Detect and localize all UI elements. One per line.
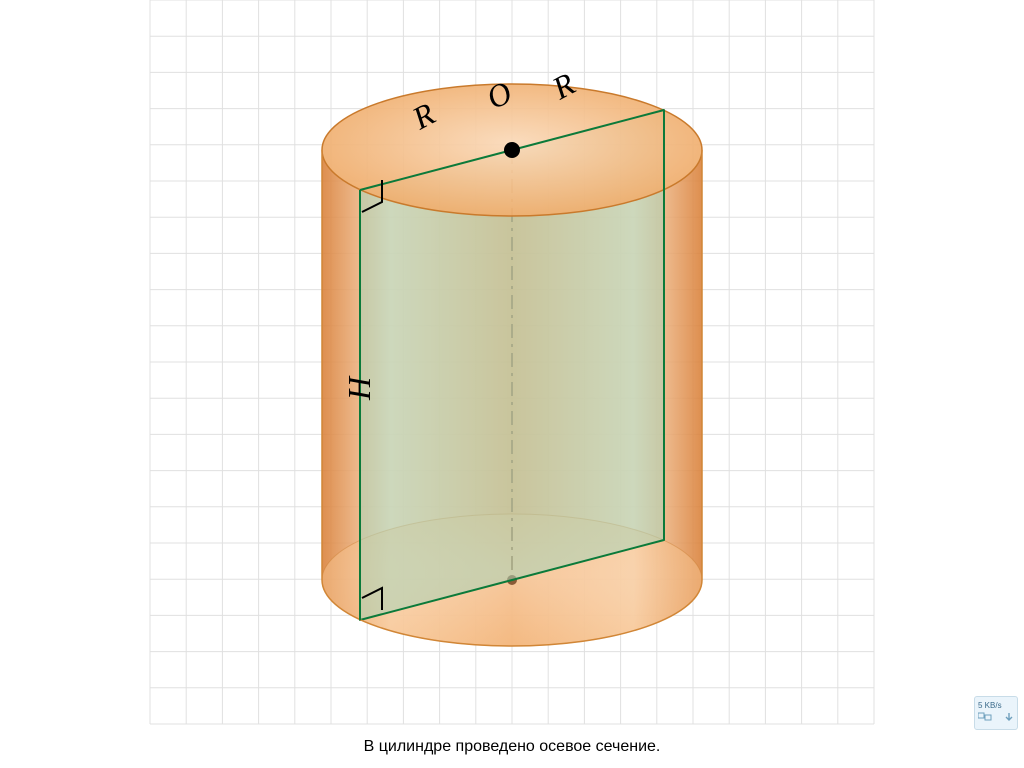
diagram-svg: R R O H [0,0,1024,768]
widget-screens-icon [978,712,992,722]
center-point-top [504,142,520,158]
network-widget: 5 KB/s [974,696,1018,730]
stage: R R O H В цилиндре проведено осевое сече… [0,0,1024,768]
caption: В цилиндре проведено осевое сечение. [0,738,1024,756]
widget-speed: 5 KB/s [978,701,1002,710]
widget-down-icon [1004,712,1014,722]
label-h: H [341,375,377,401]
